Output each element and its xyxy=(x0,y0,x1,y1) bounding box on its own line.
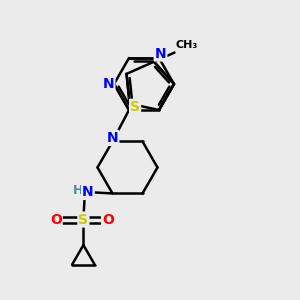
Text: CH₃: CH₃ xyxy=(176,40,198,50)
Text: O: O xyxy=(50,212,62,226)
Text: N: N xyxy=(103,77,114,91)
Text: N: N xyxy=(82,185,94,199)
Text: O: O xyxy=(102,212,114,226)
Text: N: N xyxy=(107,131,118,145)
Text: H: H xyxy=(73,184,83,197)
Text: S: S xyxy=(130,100,140,114)
Text: N: N xyxy=(155,46,166,61)
Text: S: S xyxy=(78,212,88,226)
